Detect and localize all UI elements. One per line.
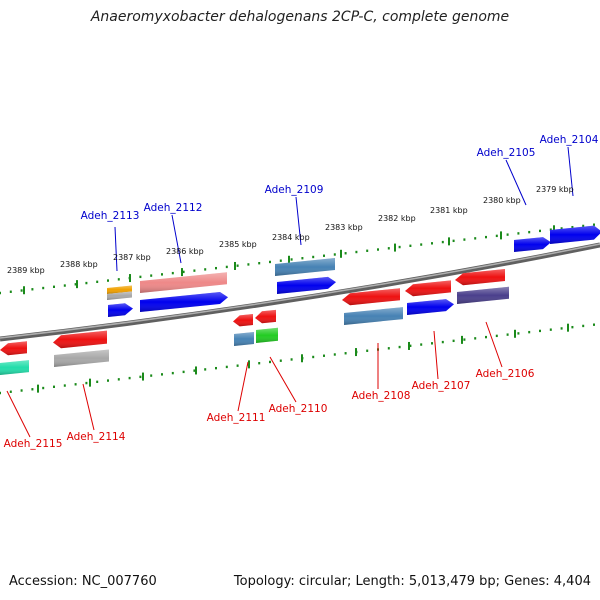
- leader-line: [6, 390, 31, 438]
- gene-arrow-shading: [234, 332, 254, 346]
- label-leader-lines: [6, 146, 574, 438]
- gene-arrow-shading: [140, 272, 227, 293]
- gene-arrow-shading: [0, 341, 27, 356]
- gene-label[interactable]: Adeh_2115: [4, 438, 63, 450]
- gene-label[interactable]: Adeh_2108: [352, 390, 411, 402]
- gene-arrow-shading: [256, 327, 278, 343]
- scale-label: 2379 kbp: [536, 185, 574, 194]
- scale-label: 2386 kbp: [166, 247, 204, 256]
- gene-label[interactable]: Adeh_2107: [412, 380, 471, 392]
- gene-arrow-shading: [457, 286, 509, 304]
- scale-label: 2381 kbp: [430, 206, 468, 215]
- scale-label: 2387 kbp: [113, 253, 151, 262]
- gene-arrow-shading: [455, 269, 505, 286]
- gene-arrow-shading: [514, 237, 551, 252]
- gene-arrow-shading: [233, 314, 253, 327]
- scale-label: 2385 kbp: [219, 240, 257, 249]
- genome-info-label: Topology: circular; Length: 5,013,479 bp…: [233, 574, 591, 589]
- gene-label[interactable]: Adeh_2111: [207, 412, 266, 424]
- gene-label[interactable]: Adeh_2113: [81, 210, 140, 222]
- gene-arrow-shading: [550, 225, 600, 244]
- leader-line: [171, 214, 182, 264]
- gene-arrow-shading: [344, 307, 403, 325]
- accession-label: Accession: NC_007760: [9, 574, 157, 589]
- gene-label[interactable]: Adeh_2110: [269, 403, 328, 415]
- gene-arrow-shading: [54, 349, 109, 367]
- leader-line: [82, 383, 95, 431]
- scale-label: 2384 kbp: [272, 233, 310, 242]
- genome-title: Anaeromyxobacter dehalogenans 2CP-C, com…: [90, 9, 510, 25]
- gene-arrow-shading: [255, 309, 276, 324]
- map-labels: 2389 kbp 2388 kbp 2387 kbp 2386 kbp 2385 kbp…: [4, 134, 599, 450]
- gene-features: [0, 225, 600, 375]
- leader-line: [269, 356, 297, 403]
- gene-arrow-shading: [140, 292, 228, 312]
- scale-label: 2382 kbp: [378, 214, 416, 223]
- gene-arrow-shading: [407, 299, 454, 315]
- gene-arrow-shading: [107, 291, 132, 300]
- scale-label: 2380 kbp: [483, 196, 521, 205]
- leader-line: [567, 146, 574, 197]
- scale-label: 2383 kbp: [325, 223, 363, 232]
- leader-line: [505, 159, 527, 206]
- gene-arrow-shading: [0, 360, 29, 375]
- gene-arrow-shading: [405, 280, 451, 297]
- gene-arrow-shading: [275, 258, 335, 276]
- gene-label[interactable]: Adeh_2112: [144, 202, 203, 214]
- gene-arrow-shading: [108, 303, 133, 317]
- leader-line: [237, 361, 249, 412]
- tick-marks: [0, 223, 595, 395]
- scale-label: 2388 kbp: [60, 260, 98, 269]
- genome-backbone: [0, 242, 600, 342]
- gene-arrow-shading: [342, 288, 400, 306]
- gene-label[interactable]: Adeh_2105: [477, 147, 536, 159]
- gene-label[interactable]: Adeh_2104: [540, 134, 599, 146]
- leader-line: [114, 226, 118, 272]
- leader-line: [295, 196, 302, 246]
- gene-arrow-shading: [107, 285, 132, 294]
- gene-label[interactable]: Adeh_2106: [476, 368, 535, 380]
- gene-arrow-shading: [277, 276, 336, 294]
- leader-line: [485, 321, 503, 368]
- gene-label[interactable]: Adeh_2109: [265, 184, 324, 196]
- scale-label: 2389 kbp: [7, 266, 45, 275]
- gene-arrow-shading: [53, 330, 107, 349]
- leader-line: [433, 330, 439, 380]
- gene-label[interactable]: Adeh_2114: [67, 431, 126, 443]
